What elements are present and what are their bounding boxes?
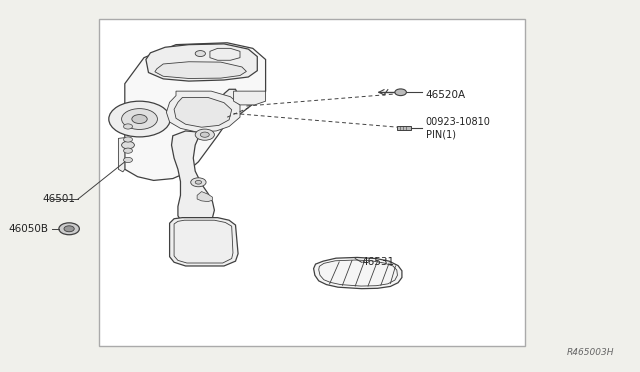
- Polygon shape: [170, 218, 238, 266]
- Circle shape: [124, 137, 132, 142]
- Polygon shape: [118, 138, 125, 172]
- Polygon shape: [314, 257, 402, 289]
- Circle shape: [59, 223, 79, 235]
- Circle shape: [200, 132, 209, 137]
- Circle shape: [195, 180, 202, 184]
- Circle shape: [124, 148, 132, 153]
- Circle shape: [122, 109, 157, 129]
- Circle shape: [109, 101, 170, 137]
- Circle shape: [64, 226, 74, 232]
- Circle shape: [122, 141, 134, 149]
- Text: 46050B: 46050B: [8, 224, 48, 234]
- Circle shape: [191, 178, 206, 187]
- Circle shape: [132, 115, 147, 124]
- Circle shape: [195, 51, 205, 57]
- Polygon shape: [172, 89, 238, 228]
- Polygon shape: [146, 44, 257, 81]
- Bar: [99, 19, 525, 346]
- Polygon shape: [166, 91, 240, 132]
- Polygon shape: [125, 43, 266, 180]
- Circle shape: [395, 89, 406, 96]
- Polygon shape: [234, 91, 266, 105]
- Circle shape: [124, 157, 132, 163]
- Text: 46531: 46531: [362, 257, 395, 267]
- Text: R465003H: R465003H: [567, 348, 614, 357]
- Circle shape: [124, 124, 132, 129]
- Polygon shape: [210, 48, 240, 60]
- Text: 00923-10810
PIN(1): 00923-10810 PIN(1): [426, 117, 490, 140]
- Bar: [397, 126, 411, 130]
- Text: 46520A: 46520A: [426, 90, 466, 100]
- Polygon shape: [155, 62, 246, 78]
- Polygon shape: [174, 97, 232, 127]
- Text: 46501: 46501: [42, 194, 76, 204]
- Circle shape: [195, 129, 214, 140]
- Polygon shape: [197, 192, 212, 202]
